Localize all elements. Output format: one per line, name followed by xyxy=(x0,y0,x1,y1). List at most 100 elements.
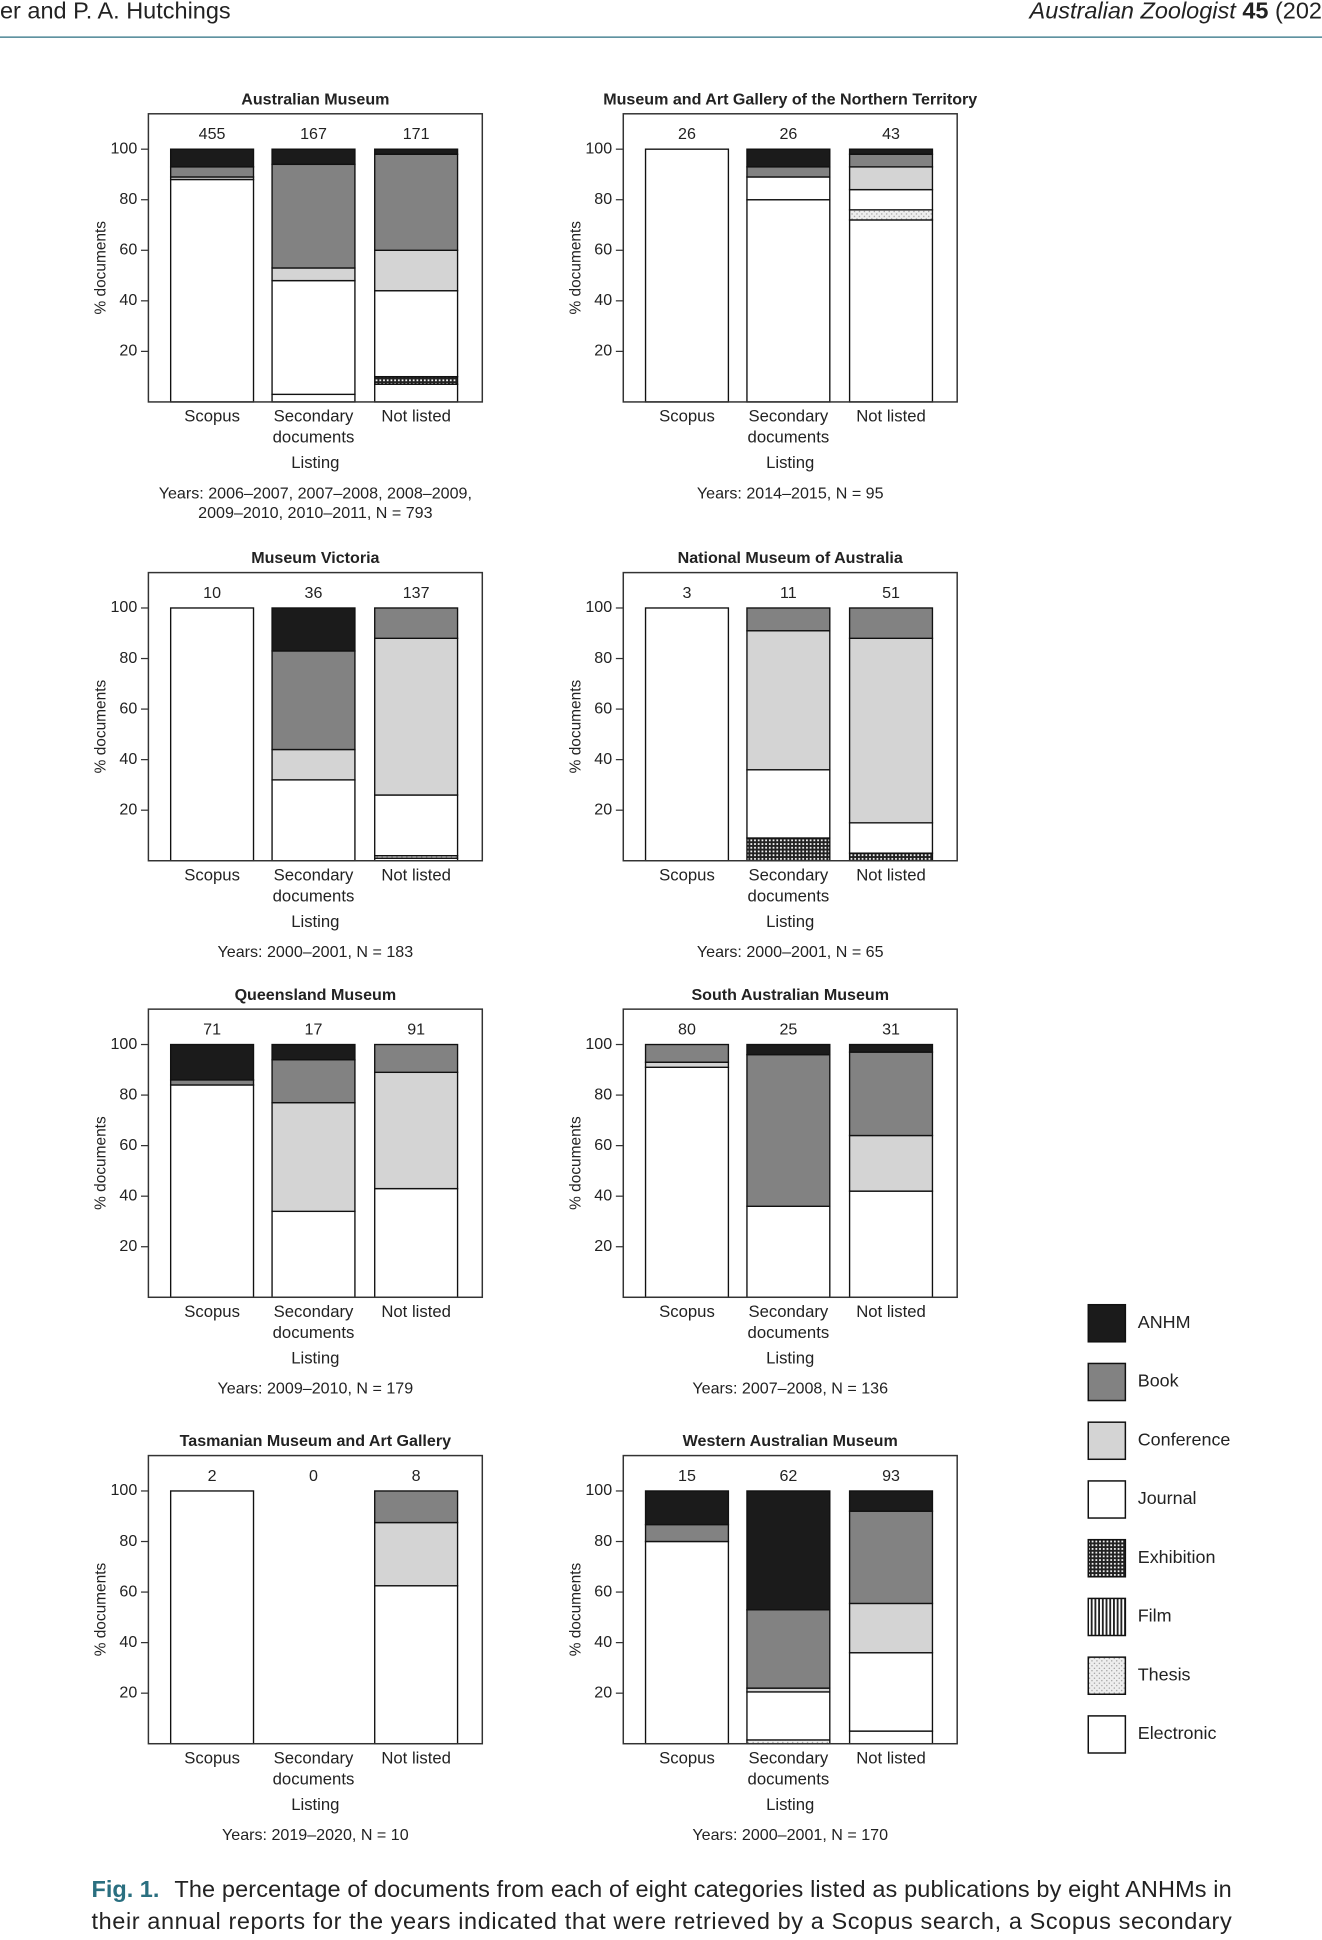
legend-swatch xyxy=(1087,1715,1127,1754)
x-tick-label: Secondary documents xyxy=(747,1748,830,1789)
x-tick-label: Not listed xyxy=(381,406,451,426)
y-tick-label: 100 xyxy=(585,598,612,616)
count-label: 93 xyxy=(882,1467,900,1485)
caption-line: their annual reports for the years indic… xyxy=(92,1908,1232,1934)
legend-label: Thesis xyxy=(1138,1664,1191,1684)
y-tick-label: 20 xyxy=(594,342,612,360)
bar-segment xyxy=(374,1521,459,1587)
chart-note-box: Years: 2000–2001, N = 170 xyxy=(692,1825,888,1844)
x-tick-label-box: Scopus xyxy=(184,1749,240,1768)
bar-segment xyxy=(644,607,730,862)
x-tick-label-box: Secondary documents xyxy=(748,866,830,905)
x-tick-label: Scopus xyxy=(659,1302,715,1321)
x-tick-label: Secondary documents xyxy=(272,406,355,447)
y-tick-label: 20 xyxy=(119,800,137,818)
legend-swatch xyxy=(1087,1656,1127,1695)
count-label: 171 xyxy=(403,125,430,143)
x-tick-label: Not listed xyxy=(856,1302,926,1321)
x-tick-label: Scopus xyxy=(659,865,715,885)
y-tick-label: 80 xyxy=(119,1085,137,1103)
x-tick-label-box: Scopus xyxy=(659,1748,715,1768)
chart-note-box: Years: 2006–2007, 2007–2008, 2008–2009, … xyxy=(158,483,472,523)
bar-segment xyxy=(848,1051,934,1137)
y-tick-label: 60 xyxy=(594,699,612,717)
x-tick-label: Scopus xyxy=(659,1748,715,1768)
bar-segment xyxy=(169,148,255,168)
chart-title: Tasmanian Museum and Art Gallery xyxy=(180,1432,451,1450)
bar-segment xyxy=(374,153,459,251)
x-tick-label: Scopus xyxy=(184,865,240,885)
volume: 45 xyxy=(1242,0,1268,24)
y-tick-label: 100 xyxy=(585,139,612,157)
x-tick-label-box: Not listed xyxy=(381,1749,451,1768)
chart-note-box: Years: 2014–2015, N = 95 xyxy=(697,484,884,503)
journal: Australian Zoologist xyxy=(1028,0,1238,24)
x-tick-label: Scopus xyxy=(659,406,715,426)
x-tick-label: Not listed xyxy=(856,406,926,426)
bar-segment xyxy=(746,630,831,771)
count-label: 71 xyxy=(203,1020,221,1038)
chart-note-box: Years: 2007–2008, N = 136 xyxy=(692,1378,889,1398)
count-label: 26 xyxy=(678,125,696,143)
chart-note-box: Years: 2000–2001, N = 183 xyxy=(218,942,414,961)
count-label: 25 xyxy=(779,1020,797,1038)
chart-note: Years: 2000–2001, N = 65 xyxy=(696,942,884,961)
bar-segment xyxy=(374,1490,459,1524)
y-tick-label: 80 xyxy=(594,1085,612,1103)
count-label: 43 xyxy=(882,125,900,143)
y-tick-label: 20 xyxy=(119,1237,137,1255)
bar-segment xyxy=(374,1043,459,1074)
legend-label: Book xyxy=(1138,1371,1179,1391)
count-label: 455 xyxy=(199,125,226,143)
count-label: 26 xyxy=(779,125,797,143)
bar-segment xyxy=(746,607,831,632)
x-tick-label-box: Scopus xyxy=(184,407,240,426)
x-axis-label: Listing xyxy=(766,1349,814,1368)
legend-label: Exhibition xyxy=(1138,1547,1216,1567)
x-tick-label: Secondary documents xyxy=(272,1302,355,1342)
x-axis-label: Listing xyxy=(291,912,339,931)
legend-label: Electronic xyxy=(1138,1723,1217,1743)
bar-segment xyxy=(271,650,356,751)
caption-line: The percentage of documents from each of… xyxy=(174,1876,1231,1902)
y-tick-label: 80 xyxy=(594,649,612,667)
count-label: 80 xyxy=(678,1020,696,1038)
x-tick-label-box: Secondary documents xyxy=(272,1302,355,1342)
chart-title: Museum Victoria xyxy=(251,549,380,567)
bar-segment xyxy=(746,769,831,839)
bar-segment xyxy=(746,1609,831,1689)
bar-segment xyxy=(746,1043,831,1056)
bar-segment xyxy=(271,1101,356,1213)
bar-segment xyxy=(374,1585,459,1745)
bar-segment xyxy=(644,1523,730,1543)
bar-segment xyxy=(644,1490,730,1526)
y-tick-label: 40 xyxy=(594,1186,612,1204)
bar-segment xyxy=(848,637,934,824)
bar-segment xyxy=(848,188,934,211)
bar-segment xyxy=(848,1190,934,1298)
y-axis-label: % documents xyxy=(92,221,109,315)
y-tick-label: 80 xyxy=(119,649,137,667)
y-tick-label: 60 xyxy=(119,699,137,717)
bar-segment xyxy=(746,837,831,862)
x-tick-label-box: Secondary documents xyxy=(273,866,355,905)
x-axis-label: Listing xyxy=(766,912,814,931)
plot-frame xyxy=(622,571,958,862)
caption-label: Fig. 1. xyxy=(92,1876,160,1902)
chart-note: Years: 2006–2007, 2007–2008, 2008–2009, … xyxy=(158,483,472,523)
chart-note: Years: 2007–2008, N = 136 xyxy=(692,1378,889,1398)
y-tick-label: 60 xyxy=(119,1582,137,1600)
count-label: 51 xyxy=(882,584,900,602)
legend-swatch xyxy=(1087,1538,1127,1578)
bar-segment xyxy=(848,153,934,168)
legend-swatch xyxy=(1087,1421,1127,1461)
bar-segment xyxy=(644,148,730,403)
y-tick-label: 80 xyxy=(119,190,137,208)
chart-title: National Museum of Australia xyxy=(678,549,904,567)
y-tick-label: 40 xyxy=(594,1633,612,1651)
bar-segment xyxy=(271,748,356,781)
x-tick-label-box: Scopus xyxy=(659,406,715,426)
x-axis-label: Listing xyxy=(766,453,814,472)
y-tick-label: 20 xyxy=(594,1683,612,1701)
count-label: 62 xyxy=(779,1467,797,1485)
